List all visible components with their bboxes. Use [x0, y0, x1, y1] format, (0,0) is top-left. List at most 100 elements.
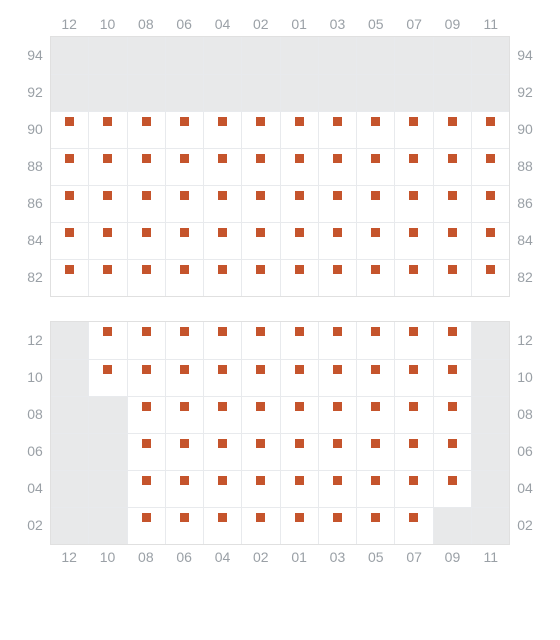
- seat-available[interactable]: [127, 259, 165, 296]
- seat-available[interactable]: [165, 185, 203, 222]
- seat-available[interactable]: [318, 359, 356, 396]
- seat-available[interactable]: [203, 396, 241, 433]
- seat-available[interactable]: [127, 322, 165, 359]
- seat-available[interactable]: [318, 470, 356, 507]
- seat-available[interactable]: [165, 396, 203, 433]
- seat-available[interactable]: [433, 359, 471, 396]
- seat-available[interactable]: [203, 359, 241, 396]
- seat-available[interactable]: [356, 259, 394, 296]
- seat-available[interactable]: [356, 396, 394, 433]
- seat-available[interactable]: [88, 222, 126, 259]
- seat-available[interactable]: [318, 259, 356, 296]
- seat-available[interactable]: [471, 111, 509, 148]
- seat-available[interactable]: [471, 148, 509, 185]
- seat-available[interactable]: [318, 148, 356, 185]
- seat-available[interactable]: [394, 470, 432, 507]
- seat-available[interactable]: [203, 259, 241, 296]
- seat-available[interactable]: [127, 148, 165, 185]
- seat-available[interactable]: [127, 185, 165, 222]
- seat-available[interactable]: [471, 185, 509, 222]
- seat-available[interactable]: [280, 259, 318, 296]
- seat-available[interactable]: [394, 359, 432, 396]
- seat-available[interactable]: [394, 322, 432, 359]
- seat-available[interactable]: [51, 185, 88, 222]
- seat-available[interactable]: [318, 433, 356, 470]
- seat-available[interactable]: [88, 359, 126, 396]
- seat-available[interactable]: [241, 396, 279, 433]
- seat-available[interactable]: [433, 111, 471, 148]
- seat-available[interactable]: [280, 322, 318, 359]
- seat-available[interactable]: [127, 433, 165, 470]
- seat-available[interactable]: [318, 396, 356, 433]
- seat-available[interactable]: [280, 148, 318, 185]
- seat-available[interactable]: [318, 507, 356, 544]
- seat-available[interactable]: [356, 111, 394, 148]
- seat-available[interactable]: [356, 322, 394, 359]
- seat-available[interactable]: [165, 507, 203, 544]
- seat-available[interactable]: [165, 259, 203, 296]
- seat-available[interactable]: [203, 470, 241, 507]
- seat-available[interactable]: [356, 148, 394, 185]
- seat-available[interactable]: [88, 259, 126, 296]
- seat-available[interactable]: [280, 396, 318, 433]
- seat-available[interactable]: [241, 185, 279, 222]
- seat-available[interactable]: [241, 433, 279, 470]
- seat-available[interactable]: [165, 433, 203, 470]
- seat-available[interactable]: [394, 111, 432, 148]
- seat-available[interactable]: [203, 433, 241, 470]
- seat-available[interactable]: [51, 148, 88, 185]
- seat-available[interactable]: [394, 185, 432, 222]
- seat-available[interactable]: [127, 111, 165, 148]
- seat-available[interactable]: [88, 322, 126, 359]
- seat-available[interactable]: [280, 433, 318, 470]
- seat-available[interactable]: [127, 222, 165, 259]
- seat-available[interactable]: [127, 359, 165, 396]
- seat-available[interactable]: [471, 222, 509, 259]
- seat-available[interactable]: [471, 259, 509, 296]
- seat-available[interactable]: [241, 111, 279, 148]
- seat-available[interactable]: [127, 470, 165, 507]
- seat-available[interactable]: [280, 111, 318, 148]
- seat-available[interactable]: [165, 470, 203, 507]
- seat-available[interactable]: [433, 185, 471, 222]
- seat-available[interactable]: [433, 433, 471, 470]
- seat-available[interactable]: [241, 470, 279, 507]
- seat-available[interactable]: [165, 222, 203, 259]
- seat-available[interactable]: [241, 322, 279, 359]
- seat-available[interactable]: [394, 148, 432, 185]
- seat-available[interactable]: [203, 222, 241, 259]
- seat-available[interactable]: [356, 470, 394, 507]
- seat-available[interactable]: [433, 470, 471, 507]
- seat-available[interactable]: [394, 507, 432, 544]
- seat-available[interactable]: [318, 322, 356, 359]
- seat-available[interactable]: [203, 148, 241, 185]
- seat-available[interactable]: [318, 111, 356, 148]
- seat-available[interactable]: [241, 148, 279, 185]
- seat-available[interactable]: [280, 470, 318, 507]
- seat-available[interactable]: [433, 322, 471, 359]
- seat-available[interactable]: [165, 322, 203, 359]
- seat-available[interactable]: [280, 185, 318, 222]
- seat-available[interactable]: [280, 359, 318, 396]
- seat-available[interactable]: [241, 222, 279, 259]
- seat-available[interactable]: [433, 222, 471, 259]
- seat-available[interactable]: [51, 222, 88, 259]
- seat-available[interactable]: [280, 222, 318, 259]
- seat-available[interactable]: [433, 148, 471, 185]
- seat-available[interactable]: [394, 259, 432, 296]
- seat-available[interactable]: [280, 507, 318, 544]
- seat-available[interactable]: [241, 259, 279, 296]
- seat-available[interactable]: [203, 185, 241, 222]
- seat-available[interactable]: [88, 111, 126, 148]
- seat-available[interactable]: [394, 396, 432, 433]
- seat-available[interactable]: [318, 222, 356, 259]
- seat-available[interactable]: [394, 222, 432, 259]
- seat-available[interactable]: [433, 259, 471, 296]
- seat-available[interactable]: [88, 185, 126, 222]
- seat-available[interactable]: [356, 185, 394, 222]
- seat-available[interactable]: [241, 359, 279, 396]
- seat-available[interactable]: [127, 396, 165, 433]
- seat-available[interactable]: [203, 507, 241, 544]
- seat-available[interactable]: [203, 322, 241, 359]
- seat-available[interactable]: [433, 396, 471, 433]
